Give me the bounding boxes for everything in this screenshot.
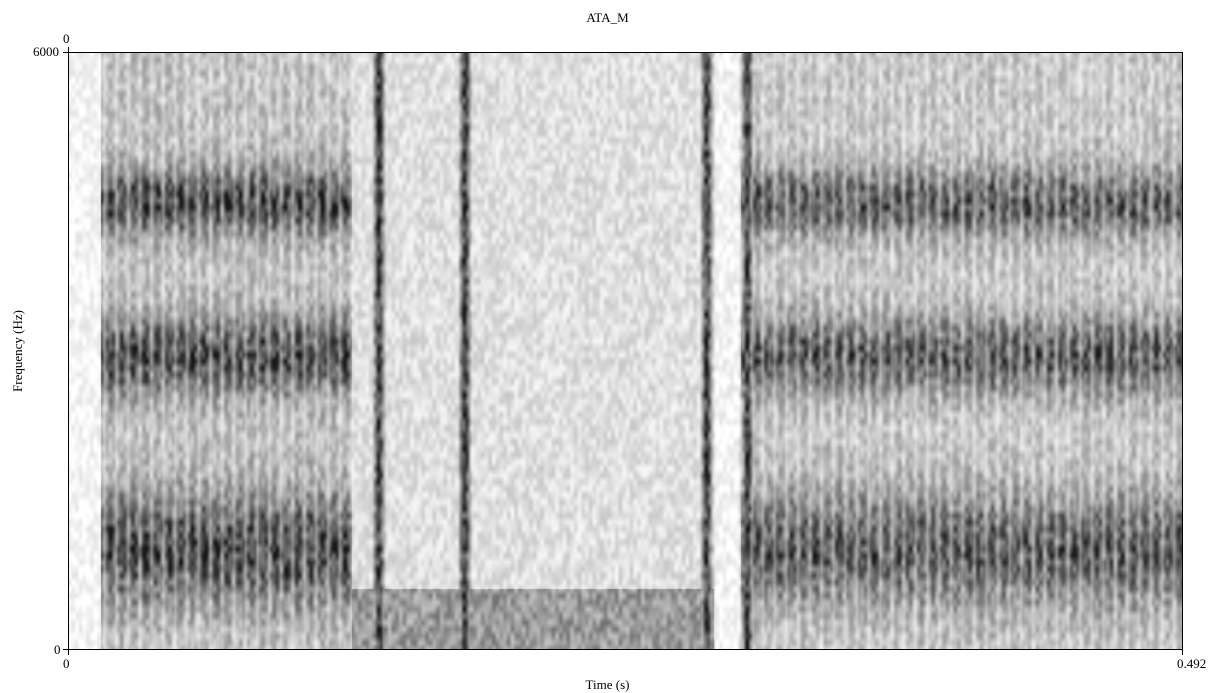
y-tick-label-min: 0 [54,642,61,657]
y-tick-min [63,649,68,650]
x-tick-max [1182,650,1183,655]
x-tick-label-max: 0.492 [1177,656,1207,671]
top-corner-label: 0 [63,31,70,46]
y-tick-label-max: 6000 [33,44,59,59]
y-axis-label: Frequency (Hz) [10,310,25,392]
x-axis-label: Time (s) [585,677,630,692]
plot-area [68,52,1183,650]
chart-title: ATA_M [586,10,629,25]
y-tick-max [63,52,68,53]
top-tick [68,47,69,52]
x-tick-label-min: 0 [63,656,70,671]
spectrogram-heatmap [69,53,1182,649]
x-tick-min [68,650,69,655]
